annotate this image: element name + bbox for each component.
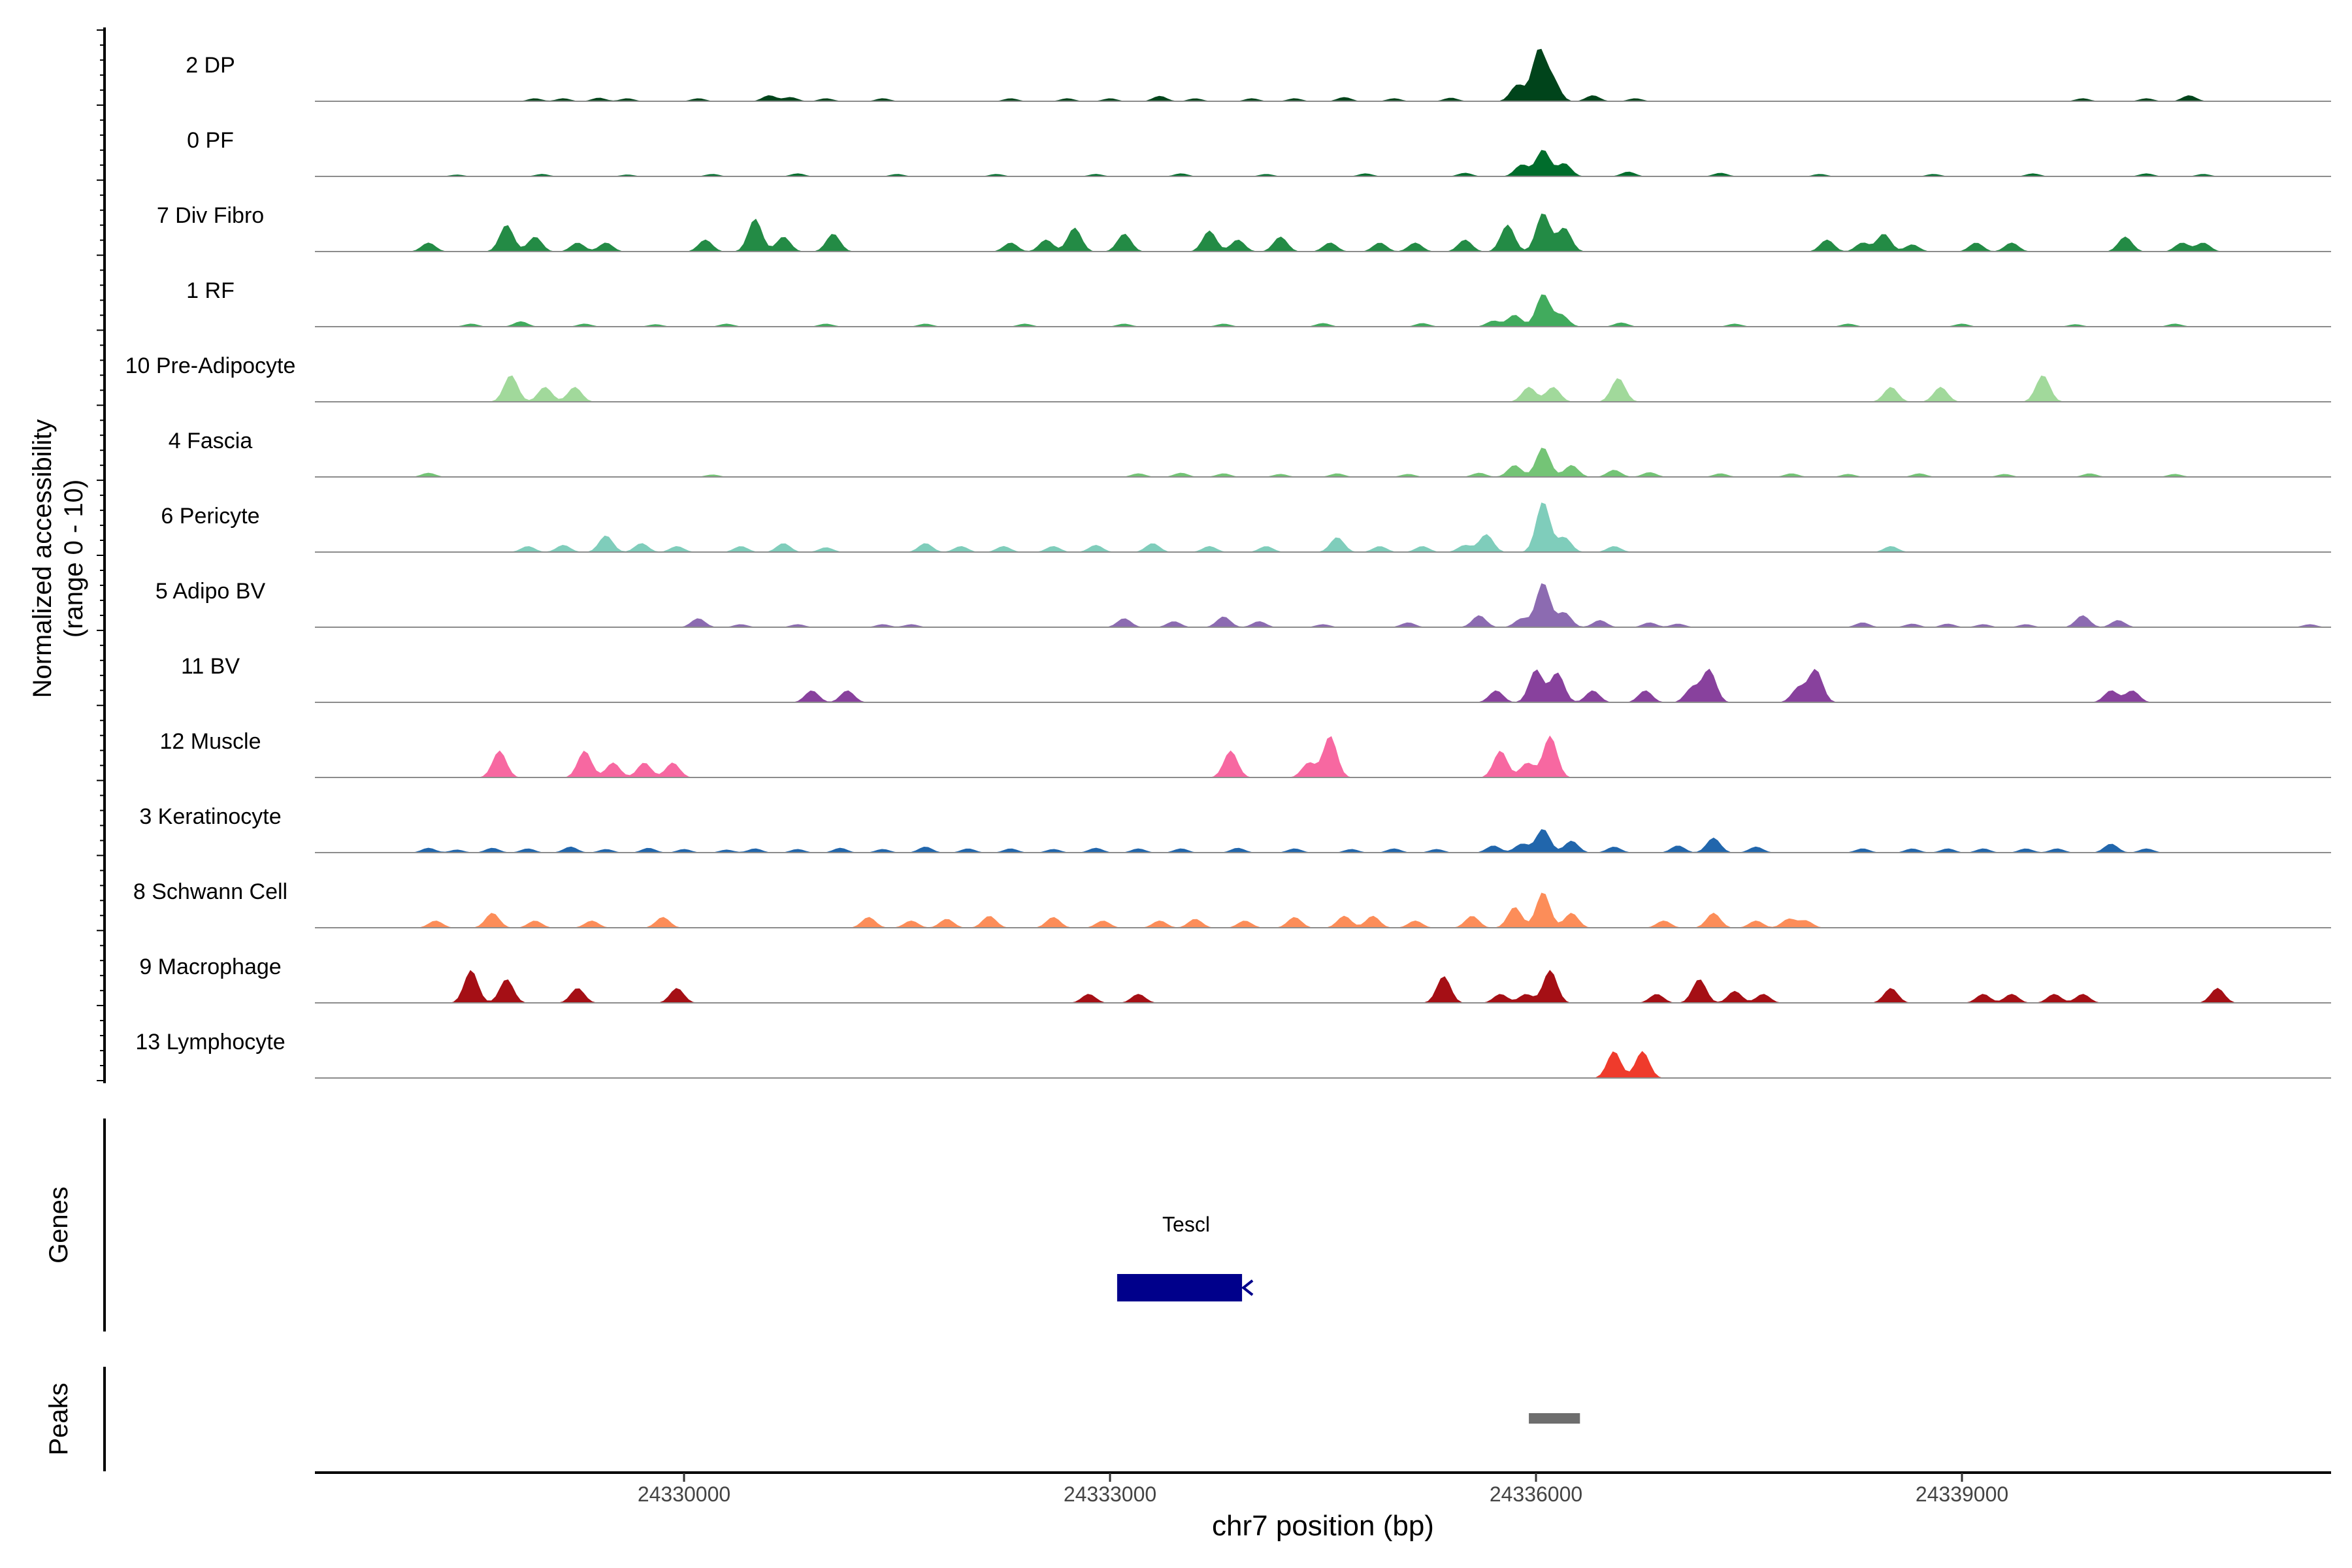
track-label: 5 Adipo BV <box>155 579 266 604</box>
coverage-area <box>315 375 2331 402</box>
x-tick-label: 24330000 <box>638 1482 730 1506</box>
track-label: 12 Muscle <box>160 729 261 754</box>
track-11: 8 Schwann Cell <box>133 879 2331 928</box>
x-axis-label: chr7 position (bp) <box>1212 1510 1434 1542</box>
accessibility-scale-ticks <box>97 29 105 1081</box>
track-label: 1 RF <box>186 278 235 303</box>
track-7: 5 Adipo BV <box>155 579 2331 628</box>
track-label: 2 DP <box>186 53 235 78</box>
track-8: 11 BV <box>181 654 2331 703</box>
track-9: 12 Muscle <box>160 729 2331 778</box>
track-label: 9 Macrophage <box>139 955 281 979</box>
track-label: 7 Div Fibro <box>157 203 264 228</box>
x-tick-label: 24333000 <box>1064 1482 1156 1506</box>
track-10: 3 Keratinocyte <box>139 804 2331 853</box>
track-label: 6 Pericyte <box>161 504 259 529</box>
track-label: 10 Pre-Adipocyte <box>125 353 296 378</box>
track-13: 13 Lymphocyte <box>135 1030 2331 1079</box>
track-label: 11 BV <box>181 654 240 679</box>
track-0: 2 DP <box>186 48 2331 102</box>
track-3: 1 RF <box>186 278 2331 327</box>
coverage-area <box>315 735 2331 777</box>
track-label: 8 Schwann Cell <box>133 879 287 904</box>
gene-label: Tescl <box>1162 1213 1210 1236</box>
genes-track-label: Genes <box>44 1186 73 1264</box>
gene-strand-arrow <box>1241 1279 1254 1296</box>
track-12: 9 Macrophage <box>139 955 2331 1004</box>
track-6: 6 Pericyte <box>161 502 2331 553</box>
peaks-track-label: Peaks <box>44 1382 73 1455</box>
y-axis-label-line1: Normalized accessibility <box>28 419 57 698</box>
coverage-area <box>315 970 2331 1003</box>
track-1: 0 PF <box>187 128 2331 177</box>
track-label: 13 Lymphocyte <box>135 1030 285 1054</box>
genes-track: Tescl <box>1117 1213 1254 1301</box>
x-tick-label: 24336000 <box>1490 1482 1582 1506</box>
accessibility-tracks: 2 DP 0 PF 7 Div Fibro 1 RF 10 Pre-Adipocyte 4… <box>125 48 2331 1079</box>
track-4: 10 Pre-Adipocyte <box>125 353 2331 402</box>
y-axis-label-group: Normalized accessibility (range 0 - 10) <box>28 419 88 698</box>
track-label: 4 Fascia <box>169 429 253 453</box>
track-2: 7 Div Fibro <box>157 203 2331 252</box>
coverage-area <box>315 668 2331 702</box>
peaks-track <box>1529 1413 1580 1424</box>
track-label: 0 PF <box>187 128 234 153</box>
track-label: 3 Keratinocyte <box>139 804 281 829</box>
x-axis-ticks: 24330000 24333000 24336000 24339000 <box>638 1473 2008 1506</box>
coverage-area <box>315 294 2331 327</box>
peak-region <box>1529 1413 1580 1424</box>
y-axis-label-line2: (range 0 - 10) <box>59 480 88 638</box>
gene-body <box>1117 1274 1243 1301</box>
x-tick-label: 24339000 <box>1916 1482 2008 1506</box>
coverage-area <box>315 213 2331 252</box>
track-5: 4 Fascia <box>169 429 2331 478</box>
